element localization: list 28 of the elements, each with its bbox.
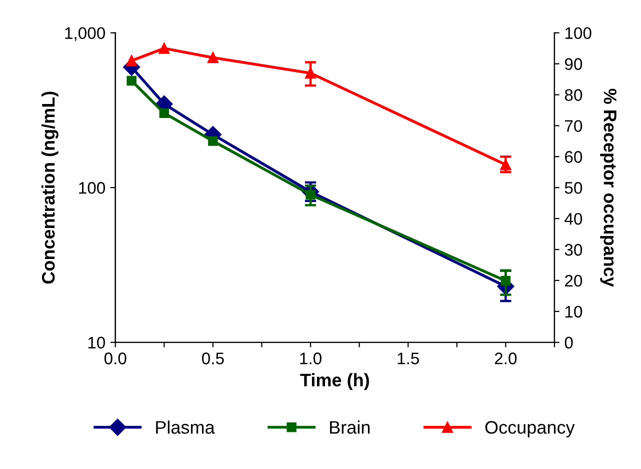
legend-label: Brain xyxy=(330,420,370,434)
legend-label: Occupancy xyxy=(485,421,575,438)
y2-tick-label: 30 xyxy=(564,244,582,256)
y2-tick-label: 90 xyxy=(564,58,582,70)
y2-tick-label: 10 xyxy=(565,306,582,318)
y2-tick-label: 0 xyxy=(564,336,573,349)
y2-tick-label: 40 xyxy=(564,212,582,225)
y2-tick-label: 70 xyxy=(565,120,582,132)
y-axis-title: Concentration (ng/mL) xyxy=(41,92,58,284)
point xyxy=(208,136,218,146)
y2-tick-label: 50 xyxy=(564,182,582,194)
x-tick-label: 1.5 xyxy=(398,352,419,364)
x-tick-label: 1.0 xyxy=(300,352,322,364)
legend-label: Plasma xyxy=(156,420,215,434)
y-tick-label: 1,000 xyxy=(65,27,106,41)
y2-tick-label: 80 xyxy=(564,89,582,101)
y2-tick-label: 60 xyxy=(565,151,582,163)
point xyxy=(159,108,170,118)
y-tick-label: 100 xyxy=(79,182,106,194)
y2-tick-label: 20 xyxy=(565,274,582,287)
x-tick-label: 2.0 xyxy=(494,352,517,364)
y2-tick-label: 100 xyxy=(565,27,592,40)
x-axis-title: Time (h) xyxy=(300,373,369,390)
x-tick-label: 0.0 xyxy=(104,352,126,364)
y2-axis-title: % Receptor occupancy xyxy=(600,88,616,287)
x-tick-label: 0.5 xyxy=(202,352,224,364)
point xyxy=(126,76,136,86)
y-tick-label: 10 xyxy=(88,336,106,349)
